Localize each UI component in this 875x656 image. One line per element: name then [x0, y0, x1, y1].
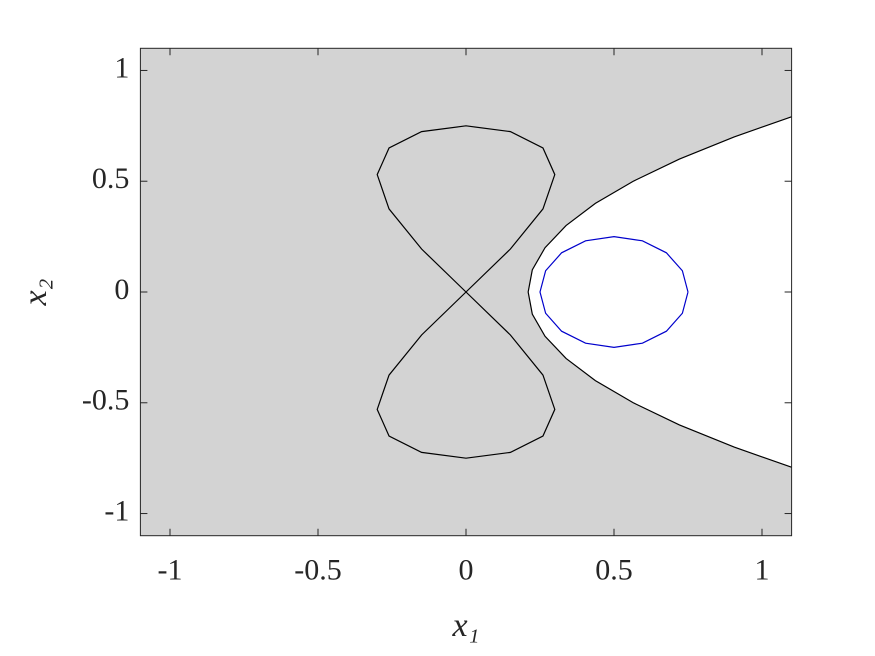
curve [539, 236, 689, 348]
x-tick-label: 0.5 [595, 554, 633, 587]
x-axis-label: x₁ [452, 607, 480, 644]
y-tick-label: -0.5 [82, 384, 130, 417]
y-axis-label: x₂ [17, 279, 54, 307]
x-tick-label: 1 [755, 554, 770, 587]
y-tick-label: 0 [114, 273, 129, 306]
x-tick-label: 0 [459, 554, 474, 587]
plot-area [140, 48, 792, 536]
y-tick-label: 1 [114, 51, 129, 84]
x-tick-label: -0.5 [294, 554, 342, 587]
y-tick-label: -1 [104, 494, 129, 527]
curve [376, 125, 556, 459]
x-tick-label: -1 [158, 554, 183, 587]
y-tick-label: 0.5 [92, 162, 130, 195]
curve [527, 116, 792, 468]
